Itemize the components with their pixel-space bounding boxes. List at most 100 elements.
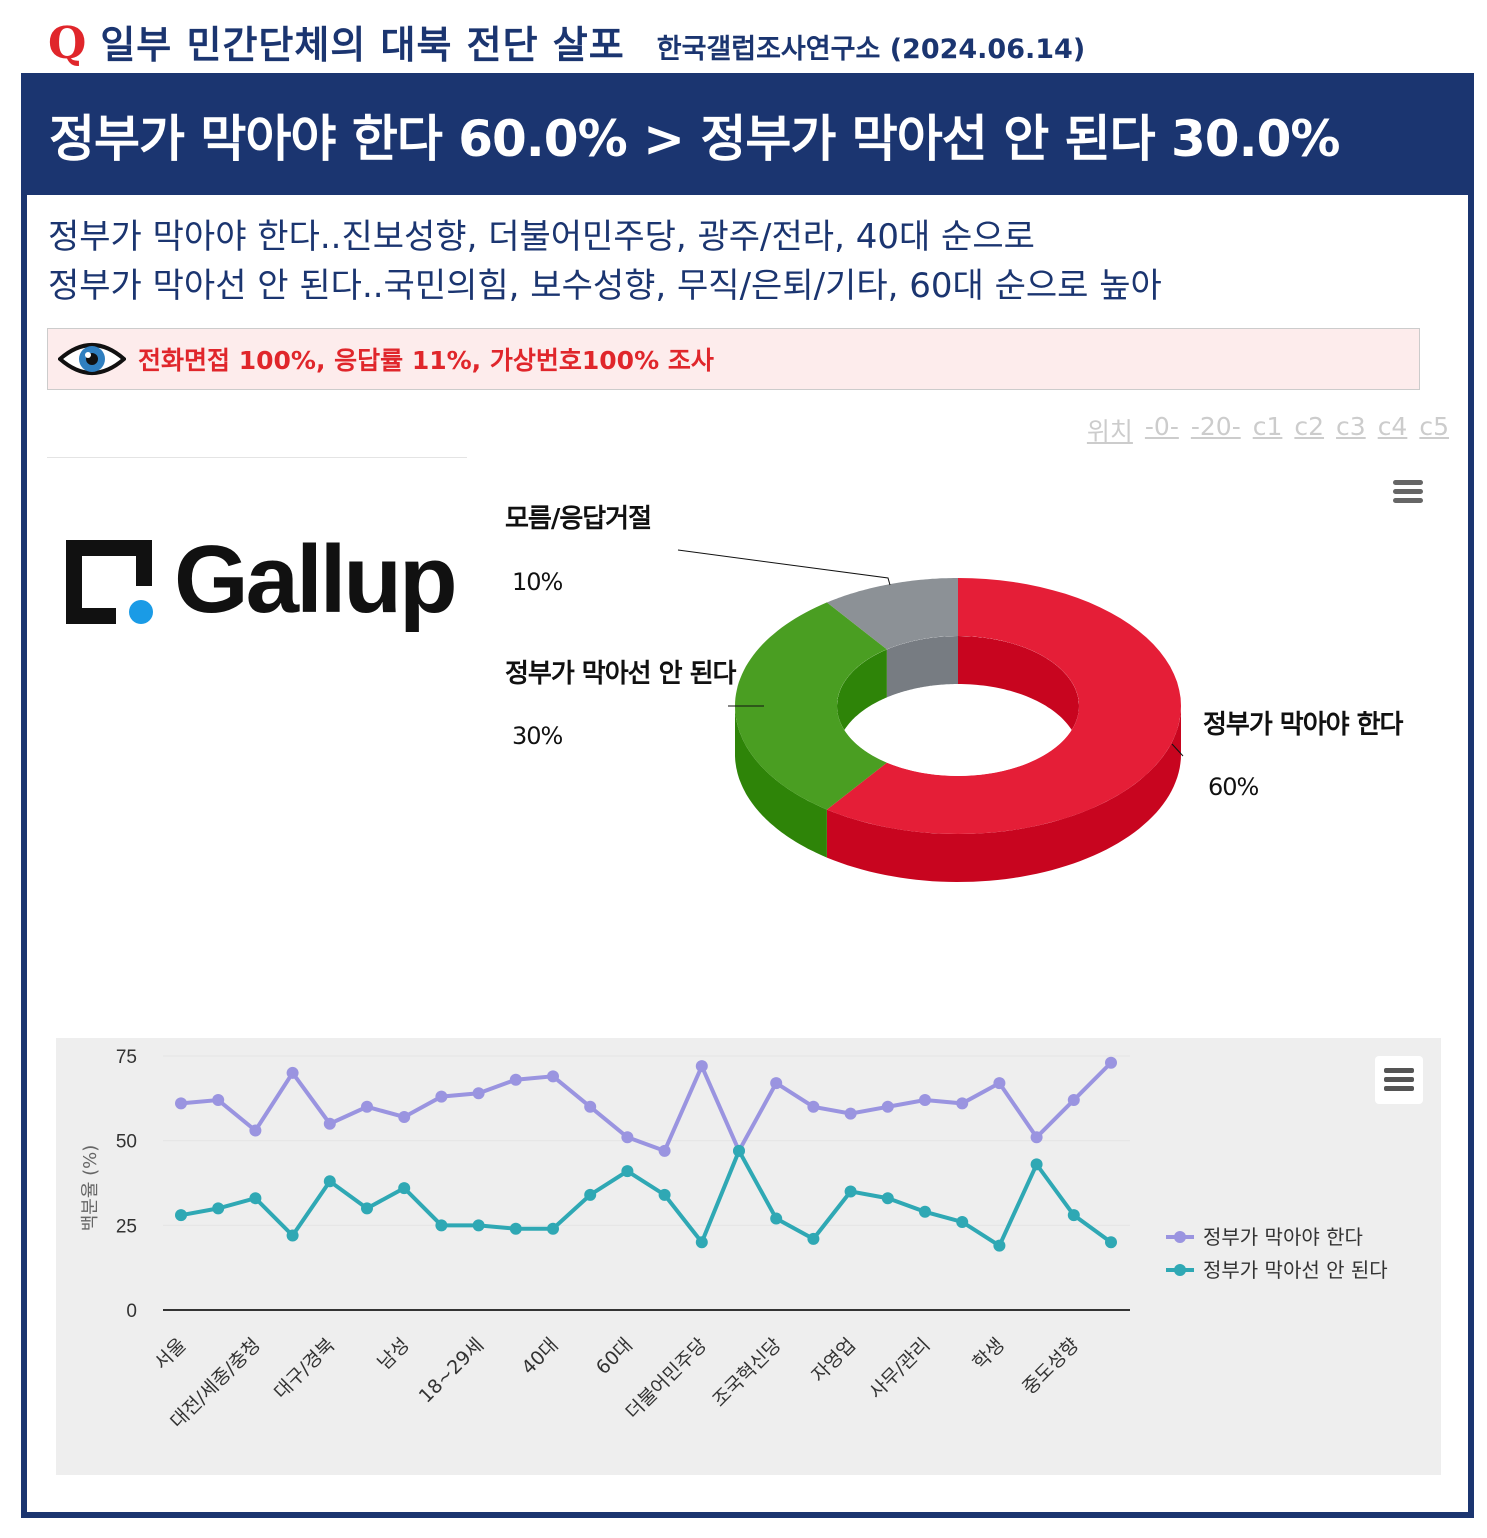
data-point[interactable] bbox=[361, 1202, 373, 1215]
data-point[interactable] bbox=[175, 1209, 187, 1222]
legend-item[interactable]: 정부가 막아야 한다 bbox=[1203, 1225, 1363, 1249]
data-point[interactable] bbox=[844, 1107, 857, 1120]
legend-marker bbox=[1174, 1264, 1186, 1276]
data-point[interactable] bbox=[919, 1205, 931, 1218]
position-link[interactable]: -20- bbox=[1190, 412, 1241, 441]
data-point[interactable] bbox=[733, 1144, 745, 1157]
data-point[interactable] bbox=[547, 1222, 559, 1235]
gallup-logo: Gallup bbox=[66, 525, 458, 635]
data-point[interactable] bbox=[1067, 1094, 1080, 1107]
donut-slice-1[interactable] bbox=[735, 602, 887, 810]
donut-inner-wall bbox=[837, 649, 887, 754]
data-point[interactable] bbox=[286, 1066, 299, 1079]
data-point[interactable] bbox=[807, 1100, 820, 1113]
data-point[interactable] bbox=[695, 1060, 708, 1073]
data-point[interactable] bbox=[621, 1131, 634, 1144]
pie-chart-menu-button[interactable] bbox=[1393, 480, 1423, 507]
x-tick-label: 18~29세 bbox=[415, 1334, 488, 1407]
data-point[interactable] bbox=[212, 1094, 225, 1107]
donut-slice-2[interactable] bbox=[826, 578, 958, 650]
data-point[interactable] bbox=[323, 1117, 336, 1130]
data-point[interactable] bbox=[212, 1202, 225, 1215]
data-point[interactable] bbox=[584, 1100, 597, 1113]
data-point[interactable] bbox=[584, 1188, 597, 1201]
data-point[interactable] bbox=[175, 1097, 187, 1110]
x-tick-label: 조국혁신당 bbox=[708, 1334, 785, 1411]
series-line-0 bbox=[180, 1061, 1113, 1156]
x-tick-label: 더불어민주당 bbox=[622, 1334, 712, 1424]
data-point[interactable] bbox=[249, 1124, 262, 1137]
data-point[interactable] bbox=[881, 1192, 894, 1205]
donut-inner-wall bbox=[958, 636, 1079, 754]
data-point[interactable] bbox=[993, 1239, 1006, 1252]
data-point[interactable] bbox=[658, 1188, 671, 1201]
x-tick-label: 서울 bbox=[150, 1334, 190, 1374]
position-link[interactable]: c4 bbox=[1377, 412, 1408, 441]
data-point[interactable] bbox=[807, 1232, 820, 1245]
data-point[interactable] bbox=[1030, 1131, 1043, 1144]
subtitle-line: 정부가 막아야 한다..진보성향, 더불어민주당, 광주/전라, 40대 순으로 bbox=[48, 217, 1035, 257]
note-text: 전화면접 100%, 응답률 11%, 가상번호100% 조사 bbox=[138, 346, 714, 375]
data-point[interactable] bbox=[1105, 1236, 1117, 1249]
data-point[interactable] bbox=[956, 1215, 969, 1228]
data-point[interactable] bbox=[770, 1212, 783, 1225]
position-link[interactable]: -0- bbox=[1144, 412, 1179, 441]
data-point[interactable] bbox=[993, 1077, 1006, 1090]
position-link[interactable]: c2 bbox=[1294, 412, 1325, 441]
data-point[interactable] bbox=[844, 1185, 857, 1198]
pie-label-unknown: 모름/응답거절 bbox=[505, 504, 652, 534]
data-point[interactable] bbox=[249, 1192, 262, 1205]
donut-slice-0[interactable] bbox=[826, 578, 1181, 834]
divider bbox=[47, 457, 467, 458]
donut-side-slice bbox=[735, 706, 827, 858]
pie-label-no: 정부가 막아선 안 된다 bbox=[505, 659, 736, 689]
survey-note: 전화면접 100%, 응답률 11%, 가상번호100% 조사 bbox=[47, 328, 1420, 390]
data-point[interactable] bbox=[1067, 1209, 1080, 1222]
question-header: Q 일부 민간단체의 대북 전단 살포 한국갤럽조사연구소 (2024.06.1… bbox=[48, 14, 1085, 74]
data-point[interactable] bbox=[547, 1070, 559, 1083]
x-tick-label: 대구/경북 bbox=[270, 1334, 340, 1404]
pie-value-yes: 60% bbox=[1208, 773, 1259, 801]
x-tick-label: 60대 bbox=[592, 1334, 637, 1379]
line-chart-menu-button[interactable] bbox=[1375, 1056, 1423, 1104]
leader-line bbox=[1171, 743, 1184, 757]
data-point[interactable] bbox=[472, 1087, 485, 1100]
position-link[interactable]: c5 bbox=[1419, 412, 1449, 441]
data-point[interactable] bbox=[919, 1094, 931, 1107]
data-point[interactable] bbox=[323, 1175, 336, 1188]
donut-inner-wall bbox=[886, 636, 958, 698]
position-link[interactable]: 위치 bbox=[1086, 417, 1133, 446]
data-point[interactable] bbox=[435, 1219, 448, 1232]
data-point[interactable] bbox=[956, 1097, 969, 1110]
y-tick-label: 50 bbox=[116, 1132, 137, 1153]
gallup-logo-mark bbox=[66, 540, 153, 624]
x-tick-label: 중도성향 bbox=[1018, 1334, 1083, 1399]
data-point[interactable] bbox=[435, 1090, 448, 1103]
data-point[interactable] bbox=[621, 1165, 634, 1178]
position-link[interactable]: c1 bbox=[1252, 412, 1283, 441]
data-point[interactable] bbox=[398, 1182, 411, 1195]
data-point[interactable] bbox=[472, 1219, 485, 1232]
data-point[interactable] bbox=[770, 1077, 783, 1090]
q-mark: Q bbox=[48, 18, 87, 69]
data-point[interactable] bbox=[881, 1100, 894, 1113]
position-links: 위치 -0- -20- c1 c2 c3 c4 c5 bbox=[1087, 412, 1449, 448]
eye-icon bbox=[58, 343, 126, 375]
data-point[interactable] bbox=[286, 1229, 299, 1242]
subtitle: 정부가 막아야 한다..진보성향, 더불어민주당, 광주/전라, 40대 순으로… bbox=[48, 213, 1162, 311]
data-point[interactable] bbox=[1105, 1056, 1117, 1069]
logo-text: Gallup bbox=[174, 526, 458, 633]
legend-marker bbox=[1174, 1231, 1186, 1243]
data-point[interactable] bbox=[658, 1144, 671, 1157]
legend-item[interactable]: 정부가 막아선 안 된다 bbox=[1203, 1258, 1388, 1282]
data-point[interactable] bbox=[361, 1100, 373, 1113]
data-point[interactable] bbox=[509, 1222, 522, 1235]
data-point[interactable] bbox=[1030, 1158, 1043, 1171]
data-point[interactable] bbox=[509, 1073, 522, 1086]
position-link[interactable]: c3 bbox=[1336, 412, 1366, 441]
question-title: 일부 민간단체의 대북 전단 살포 bbox=[100, 23, 625, 67]
data-point[interactable] bbox=[695, 1236, 708, 1249]
data-point[interactable] bbox=[398, 1110, 411, 1123]
y-tick-label: 25 bbox=[116, 1216, 137, 1237]
